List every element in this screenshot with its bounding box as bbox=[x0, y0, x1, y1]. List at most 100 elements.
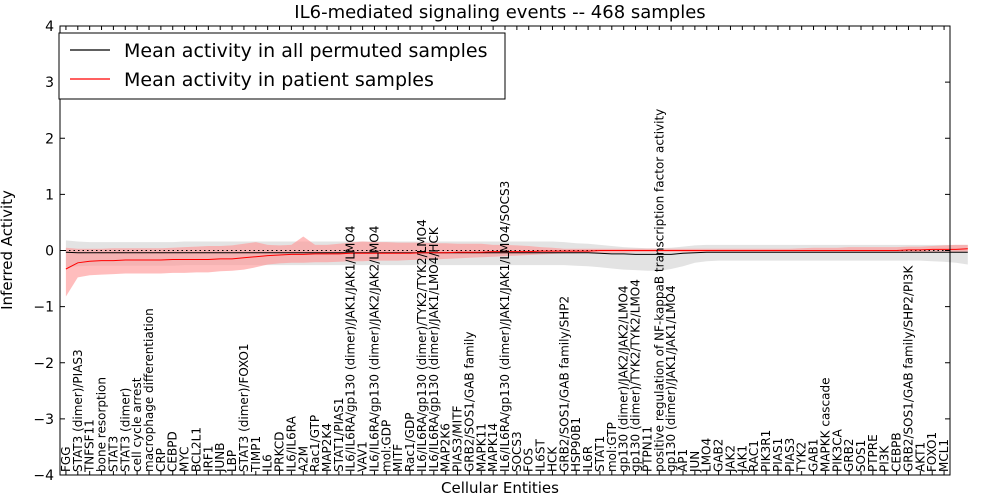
x-tick-label: CEBPD bbox=[166, 431, 180, 472]
x-tick-label: MCL1 bbox=[937, 439, 951, 472]
x-tick-label: CEBPB bbox=[890, 432, 904, 472]
x-tick-label: PIK3R1 bbox=[759, 430, 773, 472]
x-tick-label: TYK2 bbox=[795, 442, 809, 473]
x-tick-label: FGG bbox=[59, 446, 73, 472]
x-tick-label: RAC1 bbox=[747, 440, 761, 472]
y-tick-label: 0 bbox=[45, 244, 54, 260]
x-tick-label: Rac1/GDP bbox=[403, 413, 417, 472]
x-tick-label: JAK1 bbox=[735, 445, 749, 473]
x-tick-label: FOS bbox=[522, 448, 536, 472]
x-tick-label: JUN bbox=[688, 451, 702, 473]
x-tick-label: AKT1 bbox=[913, 442, 927, 472]
x-tick-label: GRB2/SOS1/GAB family bbox=[462, 331, 476, 472]
x-tick-label: STAT3 (dimer)/FOXO1 bbox=[237, 343, 251, 472]
x-tick-label: STAT1/PIAS1 bbox=[332, 397, 346, 472]
x-tick-label: positive regulation of NF-kappaB transcr… bbox=[652, 109, 666, 472]
x-axis-label: Cellular Entities bbox=[441, 479, 559, 497]
x-tick-label: IL6/IL6RA bbox=[284, 415, 298, 472]
chart-title: IL6-mediated signaling events -- 468 sam… bbox=[294, 2, 705, 23]
x-tick-label: PTPRE bbox=[866, 434, 880, 472]
x-tick-label: JUNB bbox=[213, 442, 227, 473]
x-tick-label: MAP2K6 bbox=[439, 423, 453, 472]
x-tick-label: gp130 (dimer)/JAK1/JAK1/LMO4 bbox=[664, 285, 678, 472]
x-tick-label: MITF bbox=[391, 444, 405, 472]
x-tick-label: HSP90B1 bbox=[569, 417, 583, 472]
x-tick-label: MAPK11 bbox=[474, 423, 488, 472]
x-tick-label: STAT3 (dimer)/PIAS3 bbox=[71, 349, 85, 472]
band-patient bbox=[65, 236, 968, 297]
y-tick-label: −3 bbox=[33, 412, 54, 428]
legend: Mean activity in all permuted samples Me… bbox=[58, 32, 506, 100]
y-tick-label: −4 bbox=[33, 468, 54, 484]
x-tick-label: SOS1 bbox=[854, 440, 868, 472]
x-tick-label: PIAS1 bbox=[771, 438, 785, 472]
x-tick-label: cell cycle arrest bbox=[130, 377, 144, 472]
y-tick-label: 3 bbox=[45, 75, 54, 91]
y-tick-label: 2 bbox=[45, 131, 54, 147]
x-tick-label: PIAS3/MITF bbox=[451, 405, 465, 472]
y-tick-label: −2 bbox=[33, 356, 54, 372]
x-tick-label: VAV1 bbox=[356, 441, 370, 472]
x-tick-label: IL6/IL6RA/gp130 (dimer)/JAK2/JAK2/LMO4 bbox=[368, 226, 382, 472]
x-tick-label: GAB2 bbox=[712, 439, 726, 472]
legend-label-patient: Mean activity in patient samples bbox=[124, 69, 434, 91]
x-tick-label: TNFSF11 bbox=[83, 419, 97, 473]
x-tick-label: AP1 bbox=[676, 449, 690, 472]
x-tick-label: mol:GDP bbox=[379, 420, 393, 472]
x-tick-label: MAPKK cascade bbox=[818, 377, 832, 472]
x-axis-ticks bbox=[65, 26, 945, 475]
x-tick-label: IL6/IL6RA/gp130 (dimer)/JAK1/JAK1/LMO4/S… bbox=[498, 181, 512, 472]
x-tick-label: CRP bbox=[154, 448, 168, 472]
x-tick-label: STAT3 (dimer) bbox=[118, 388, 132, 472]
confidence-bands bbox=[65, 236, 968, 297]
x-tick-label: IL6/IL6RA/gp130 (dimer)/TYK2/TYK2/LMO4 bbox=[415, 219, 429, 472]
series-lines bbox=[65, 248, 968, 270]
x-tick-label: MAP2K4 bbox=[320, 423, 334, 472]
x-tick-label: LBP bbox=[225, 450, 239, 472]
x-tick-label: GAB1 bbox=[807, 439, 821, 472]
x-tick-label: IL6/IL6RA/gp130 (dimer)/JAK1/LMO4/HCK bbox=[427, 226, 441, 472]
x-tick-label: STAT3 bbox=[106, 436, 120, 472]
x-tick-label: JAK2 bbox=[724, 445, 738, 473]
x-tick-label: macrophage differentiation bbox=[142, 308, 156, 472]
y-tick-label: 1 bbox=[45, 187, 54, 203]
line-patient bbox=[65, 248, 968, 270]
x-tick-label: GRB2 bbox=[842, 438, 856, 472]
x-tick-label: gp130 (dimer)/JAK2/JAK2/LMO4 bbox=[617, 285, 631, 472]
x-tick-label: mol:GTP bbox=[605, 422, 619, 472]
x-tick-label: GRB2/SOS1/GAB family/SHP2 bbox=[557, 296, 571, 472]
x-tick-label: FOXO1 bbox=[925, 432, 939, 472]
x-tick-label: IL6/IL6RA/gp130 (dimer)/JAK1/JAK1/LMO4 bbox=[344, 225, 358, 471]
x-tick-label: BCL2L1 bbox=[190, 427, 204, 472]
x-tick-label: gp130 (dimer)/TYK2/TYK2/LMO4 bbox=[629, 279, 643, 472]
x-tick-label: PI3K bbox=[878, 445, 892, 472]
x-tick-label: MAPK14 bbox=[486, 423, 500, 472]
x-tick-label: IL6 bbox=[261, 454, 275, 472]
x-tick-label: PRKCD bbox=[273, 432, 287, 472]
x-tick-label: PTPN11 bbox=[640, 426, 654, 472]
y-tick-label: 4 bbox=[45, 19, 54, 35]
x-tick-label: LMO4 bbox=[700, 438, 714, 472]
legend-box bbox=[58, 32, 506, 100]
x-tick-label: IL6ST bbox=[534, 439, 548, 472]
x-tick-label: MYC bbox=[178, 447, 192, 472]
x-tick-label: PIAS3 bbox=[783, 438, 797, 472]
x-tick-label: A2M bbox=[296, 446, 310, 472]
y-axis-label: Inferred Activity bbox=[0, 190, 16, 310]
y-axis-ticks: 4 3 2 1 0 −1 −2 −3 −4 bbox=[33, 19, 950, 484]
x-tick-label: GRB2/SOS1/GAB family/SHP2/PI3K bbox=[902, 265, 916, 473]
line-permuted bbox=[65, 251, 968, 255]
x-tick-label: STAT1 bbox=[593, 436, 607, 472]
x-tick-label: IRF1 bbox=[201, 446, 215, 472]
x-tick-label: PIK3CA bbox=[830, 428, 844, 472]
x-tick-label: bone resorption bbox=[95, 377, 109, 472]
x-tick-label: Rac1/GTP bbox=[308, 415, 322, 472]
x-tick-label: IL6R bbox=[581, 446, 595, 472]
x-tick-label: HCK bbox=[546, 446, 560, 472]
legend-label-permuted: Mean activity in all permuted samples bbox=[124, 40, 487, 62]
y-tick-label: −1 bbox=[33, 300, 54, 316]
x-tick-label: SOCS3 bbox=[510, 431, 524, 472]
x-tick-label: TIMP1 bbox=[249, 436, 263, 473]
